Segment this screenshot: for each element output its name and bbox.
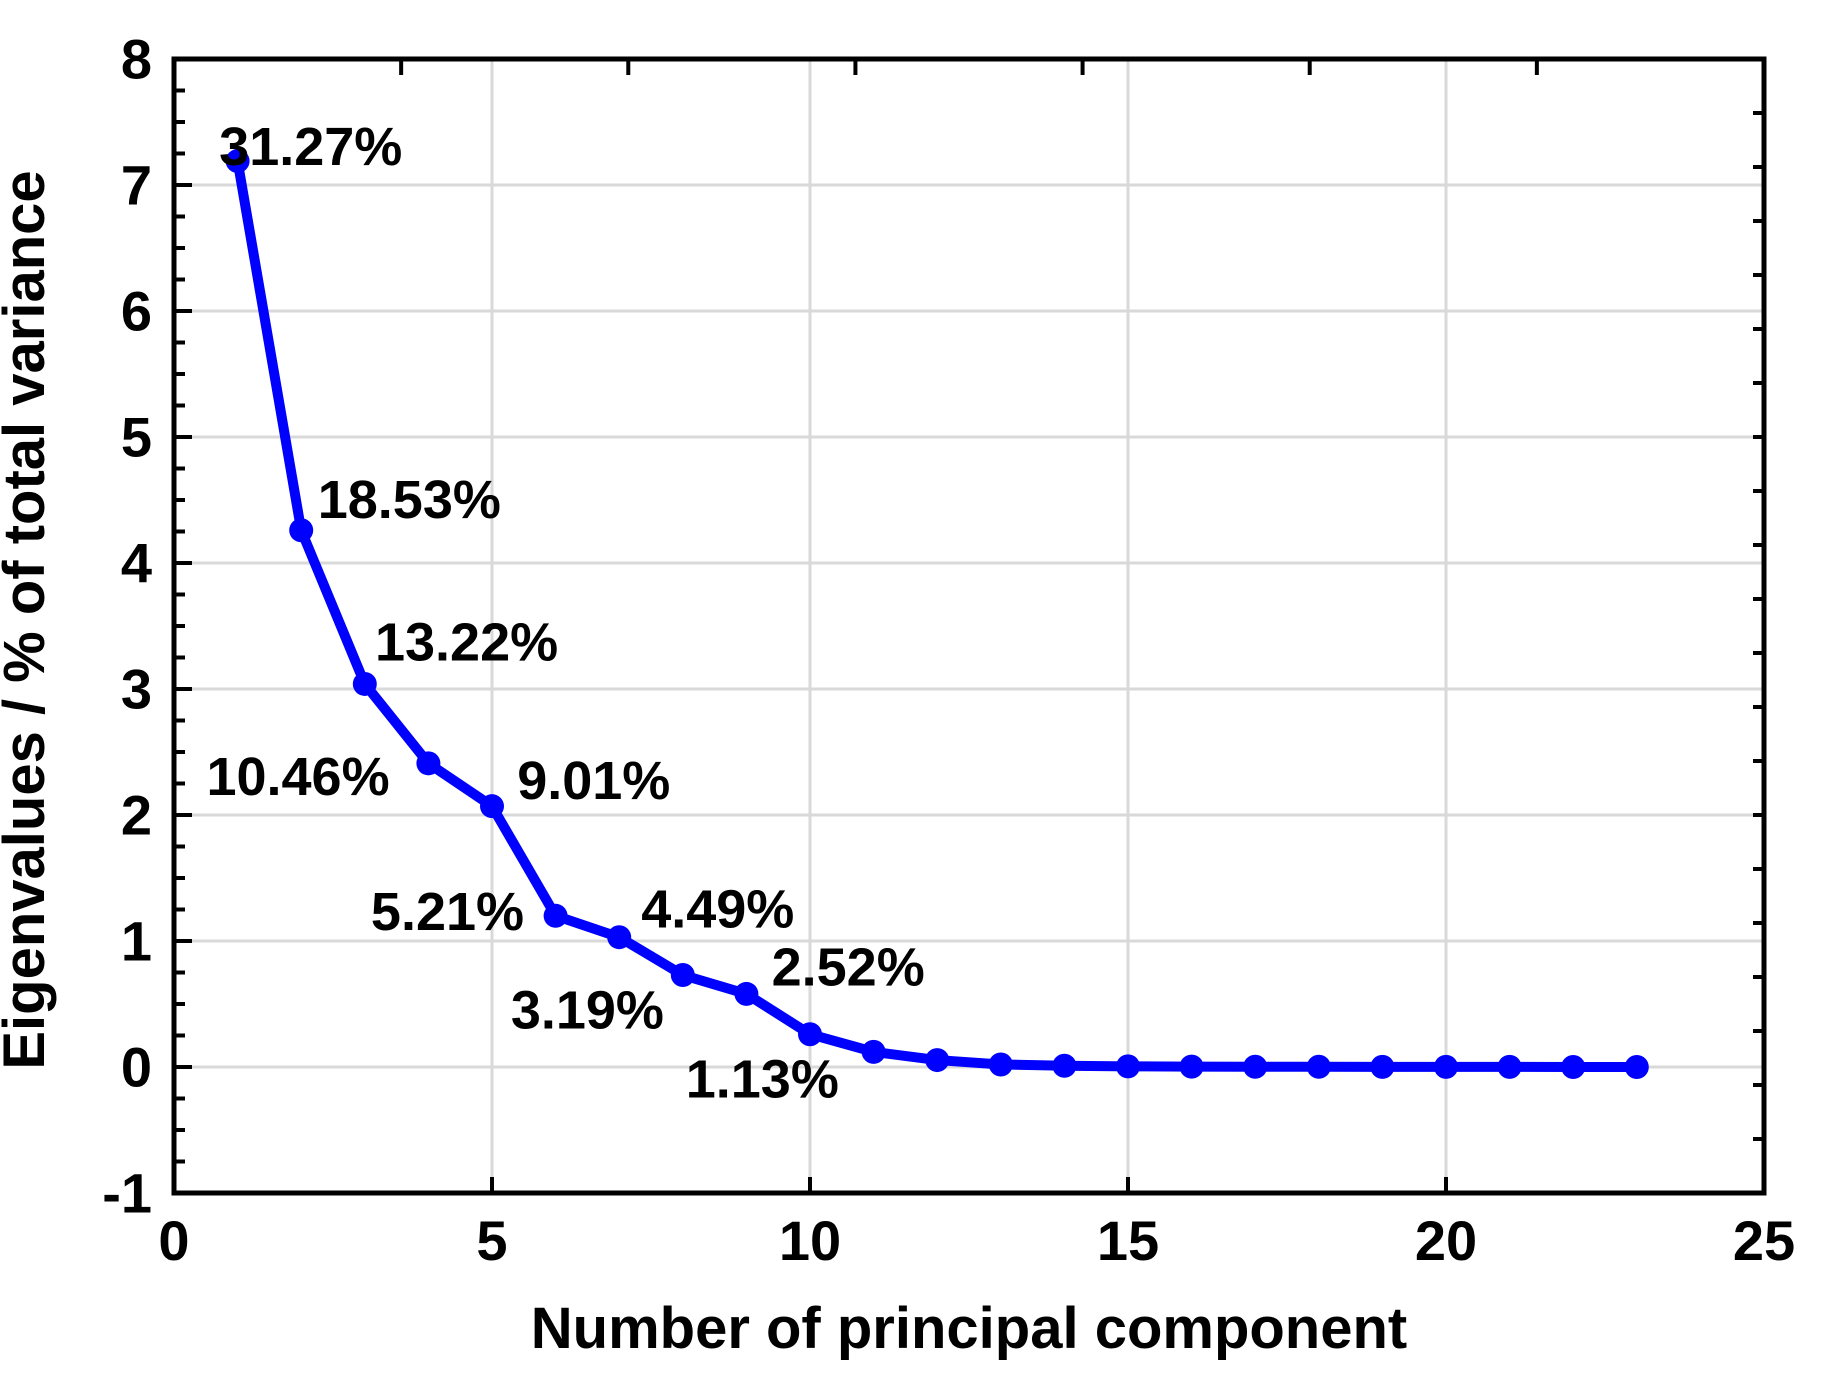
data-point-marker [1243, 1054, 1268, 1079]
data-point-marker [225, 149, 250, 174]
y-axis-title: Eigenvalues / % of total variance [0, 170, 57, 1069]
data-series [225, 149, 1649, 1079]
data-point-marker [480, 794, 504, 819]
data-point-marker [352, 671, 377, 696]
data-point-marker [1179, 1054, 1204, 1079]
data-point-marker [416, 751, 441, 776]
data-point-marker [607, 925, 632, 950]
data-point-marker [1306, 1054, 1331, 1079]
percent-label: 4.49% [641, 880, 794, 940]
x-tick-label: 5 [476, 1209, 507, 1272]
y-tick-label: 8 [121, 28, 152, 91]
data-point-marker [1561, 1055, 1586, 1079]
data-point-marker [1624, 1055, 1649, 1079]
y-tick-label: 3 [121, 658, 152, 721]
y-tick-label: 1 [121, 910, 152, 973]
y-tick-label: 0 [121, 1036, 152, 1099]
plot-border [171, 56, 1767, 1196]
data-point-marker [1434, 1054, 1458, 1079]
x-tick-label: 15 [1097, 1209, 1159, 1272]
y-tick-label: -1 [102, 1162, 152, 1225]
data-point-marker [543, 903, 568, 928]
percent-label: 2.52% [772, 937, 925, 997]
point-labels: 31.27% 18.53% 13.22% 10.46% 9.01% 5.21% 4.49% 3… [206, 117, 924, 1109]
plot-box [171, 56, 1767, 1196]
percent-label: 3.19% [511, 980, 664, 1040]
data-point-marker [1497, 1054, 1522, 1079]
percent-label: 9.01% [517, 751, 670, 811]
y-tick-label: 6 [121, 280, 152, 343]
data-point-marker [1052, 1053, 1077, 1078]
y-tick-label: 2 [121, 784, 152, 847]
percent-label: 10.46% [206, 747, 389, 807]
y-tick-label: 7 [121, 154, 152, 217]
data-point-marker [925, 1048, 950, 1073]
y-tick-label: 5 [121, 406, 152, 469]
x-tick-label: 10 [779, 1209, 841, 1272]
percent-label: 1.13% [686, 1050, 839, 1110]
percent-label: 5.21% [371, 882, 524, 942]
x-tick-label: 20 [1415, 1209, 1477, 1272]
x-axis-title: Number of principal component [531, 1296, 1408, 1361]
percent-label: 31.27% [219, 117, 402, 177]
data-point-marker [861, 1039, 886, 1064]
data-point-marker [798, 1022, 822, 1047]
data-point-marker [988, 1052, 1013, 1077]
x-tick-label: 0 [158, 1209, 189, 1272]
data-point-marker [670, 963, 695, 988]
axis-ticks [172, 57, 1766, 1195]
data-point-marker [289, 518, 314, 543]
data-point-marker [1370, 1054, 1395, 1079]
percent-label: 18.53% [318, 470, 501, 530]
percent-label: 13.22% [375, 612, 558, 672]
y-tick-label: 4 [121, 532, 152, 595]
data-point-marker [734, 981, 759, 1006]
data-point-marker [1116, 1054, 1140, 1079]
x-tick-label: 25 [1733, 1209, 1795, 1272]
